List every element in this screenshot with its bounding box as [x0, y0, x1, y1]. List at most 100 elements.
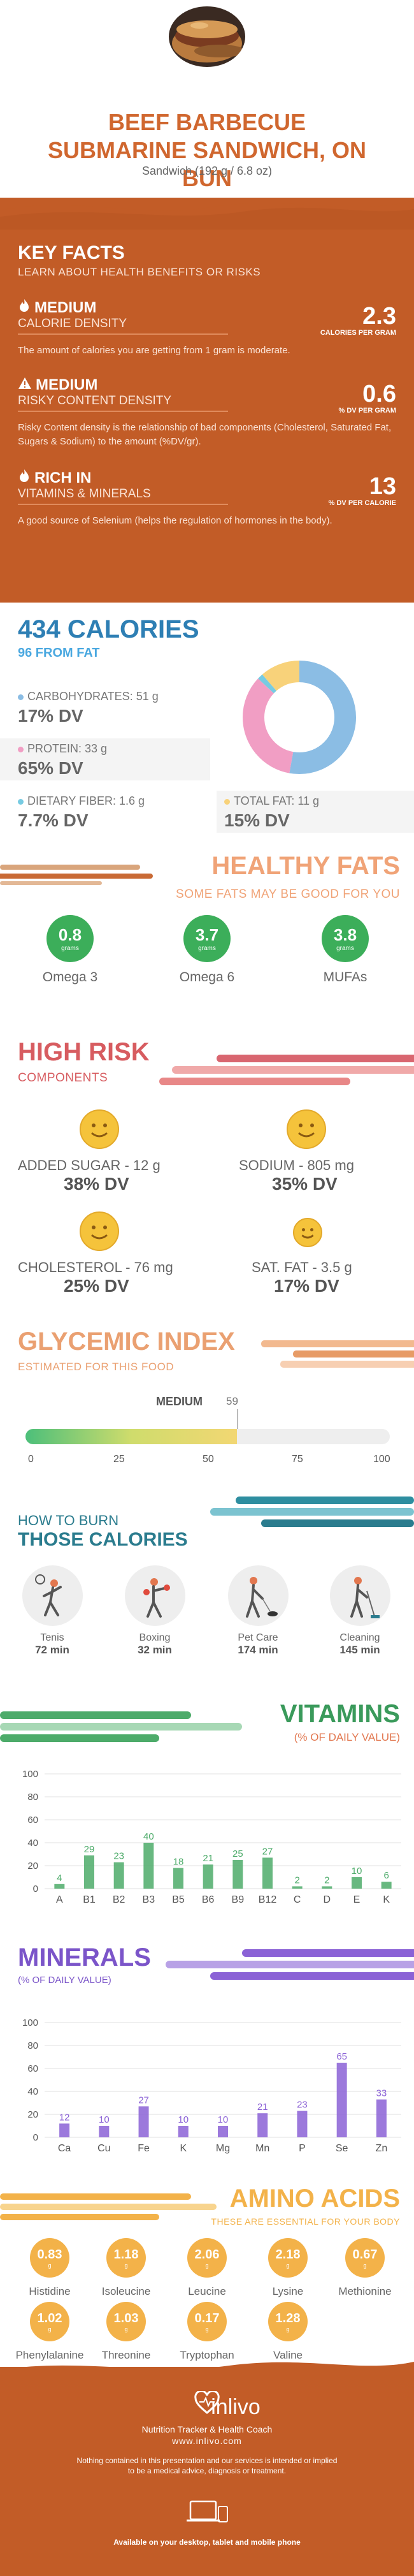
bar-value-label: 4 [57, 1873, 62, 1884]
bar-value-label: 29 [84, 1844, 95, 1855]
y-tick-label: 100 [22, 1769, 38, 1780]
bar-E [352, 1877, 362, 1889]
key-fact-risky-density: MEDIUM RISKY CONTENT DENSITY 0.6 % DV PE… [18, 376, 396, 447]
bar-value-label: 2 [294, 1875, 299, 1885]
smiley-icon [80, 1109, 119, 1149]
x-tick-label: B12 [259, 1894, 277, 1905]
glycemic-marker [237, 1409, 238, 1435]
boxing-icon [124, 1565, 185, 1626]
amino-valine: 1.28 g Valine [253, 2302, 323, 2362]
healthy-fats-title: HEALTHY FATS [211, 852, 400, 880]
glycemic-title: GLYCEMIC INDEX [18, 1328, 235, 1356]
glycemic-tick: 100 [373, 1454, 390, 1465]
bar-B6 [203, 1864, 213, 1889]
vitamins-density-value: 13 [369, 473, 396, 500]
bar-B1 [84, 1855, 94, 1889]
amino-methionine: 0.67 g Methionine [330, 2238, 400, 2298]
y-tick-label: 20 [27, 1861, 38, 1871]
risk-cholesterol: CHOLESTEROL - 76 mg 25% DV [18, 1259, 173, 1296]
key-fact-vitamins-minerals: RICH IN VITAMINS & MINERALS 13 % DV PER … [18, 469, 396, 526]
smiley-icon [287, 1109, 326, 1149]
x-tick-label: B3 [143, 1894, 155, 1905]
brand-url[interactable]: www.inlivo.com [172, 2436, 242, 2446]
disclaimer: Nothing contained in this presentation a… [76, 2456, 338, 2465]
bar-K [178, 2126, 189, 2137]
x-tick-label: B6 [202, 1894, 215, 1905]
bar-B2 [113, 1862, 124, 1889]
burn-boxing: Boxing 32 min [120, 1565, 190, 1657]
bar-value-label: 65 [336, 2051, 347, 2062]
footer: inlivo Nutrition Tracker & Health Coach … [0, 2367, 414, 2576]
risk-added-sugar: ADDED SUGAR - 12 g 38% DV [18, 1157, 161, 1194]
high-risk-subtitle: COMPONENTS [18, 1071, 108, 1085]
bar-value-label: 23 [297, 2100, 308, 2111]
x-tick-label: B9 [232, 1894, 245, 1905]
burn-stripes [210, 1495, 414, 1533]
bar-value-label: 27 [262, 1846, 273, 1857]
warning-icon [18, 376, 32, 394]
risky-density-value: 0.6 [362, 381, 396, 407]
glycemic-scale-bar [25, 1429, 390, 1444]
macro-protein-bg [0, 738, 210, 780]
minerals-bar-chart: 0 20 40 60 80 100 12 Ca 10 Cu 27 Fe 10 K 10 Mg 21 Mn 23 P 65… [22, 2017, 401, 2154]
bar-Ca [59, 2123, 70, 2137]
donut-slice-protein [243, 661, 356, 774]
amino-histidine: 0.83 g Histidine [15, 2238, 85, 2298]
cleaning-icon [329, 1565, 390, 1626]
wave-divider [0, 201, 414, 230]
key-fact-calorie-density: MEDIUM CALORIE DENSITY 2.3 CALORIES PER … [18, 298, 396, 356]
dog-walking-icon [227, 1565, 289, 1626]
x-tick-label: C [294, 1894, 301, 1905]
x-tick-label: E [353, 1894, 360, 1905]
bar-B9 [232, 1860, 243, 1889]
bar-value-label: 12 [59, 2112, 70, 2123]
amino-isoleucine: 1.18 g Isoleucine [91, 2238, 161, 2298]
bar-value-label: 25 [232, 1848, 243, 1859]
calorie-density-value: 2.3 [362, 303, 396, 330]
x-tick-label: Zn [376, 2143, 388, 2154]
burn-title-line1: HOW TO BURN [18, 1512, 119, 1528]
bar-value-label: 27 [138, 2095, 149, 2105]
glycemic-subtitle: ESTIMATED FOR THIS FOOD [18, 1361, 175, 1373]
macro-carbohydrates: CARBOHYDRATES: 51 g 17% DV [18, 690, 159, 726]
y-tick-label: 40 [27, 2086, 38, 2097]
y-tick-label: 60 [27, 1815, 38, 1826]
fat-omega3: 0.8 grams Omega 3 [32, 915, 108, 985]
amino-threonine: 1.03 g Threonine [91, 2302, 161, 2362]
macro-fat-bg [217, 791, 414, 833]
macro-protein: PROTEIN: 33 g 65% DV [18, 742, 108, 778]
risk-sat-fat: SAT. FAT - 3.5 g 17% DV [252, 1259, 352, 1296]
y-tick-label: 80 [27, 1792, 38, 1803]
glycemic-level: MEDIUM [156, 1395, 203, 1408]
amino-subtitle: THESE ARE ESSENTIAL FOR YOUR BODY [211, 2216, 400, 2227]
calories-title: 434 CALORIES [18, 615, 199, 643]
availability-note: Available on your desktop, tablet and mo… [113, 2538, 301, 2547]
glycemic-tick: 50 [203, 1454, 214, 1465]
flame-icon [18, 298, 31, 317]
y-tick-label: 80 [27, 2040, 38, 2051]
macro-fat: TOTAL FAT: 11 g 15% DV [224, 794, 320, 830]
x-tick-label: K [383, 1894, 390, 1905]
minerals-title: MINERALS [18, 1943, 151, 1972]
x-tick-label: K [180, 2143, 187, 2154]
minerals-stripes [166, 1948, 414, 1986]
bar-value-label: 10 [99, 2114, 110, 2125]
bar-A [54, 1884, 65, 1889]
bar-B5 [173, 1868, 183, 1889]
high-risk-title: HIGH RISK [18, 1038, 150, 1066]
bar-value-label: 10 [352, 1866, 362, 1877]
amino-tryptophan: 0.17 g Tryptophan [172, 2302, 242, 2362]
glycemic-tick: 75 [292, 1454, 303, 1465]
amino-phenylalanine: 1.02 g Phenylalanine [15, 2302, 85, 2362]
vitamins-bar-chart: 0 20 40 60 80 100 4 A 29 B1 23 B2 40 B3 18 B5 21 B6 25 B9 27… [22, 1769, 401, 1905]
y-tick-label: 60 [27, 2063, 38, 2074]
risk-sodium: SODIUM - 805 mg 35% DV [239, 1157, 354, 1194]
bar-K [381, 1882, 392, 1889]
y-tick-label: 40 [27, 1838, 38, 1848]
bar-Se [336, 2063, 347, 2137]
heart-logo-icon [0, 2390, 414, 2417]
bar-value-label: 21 [257, 2102, 268, 2112]
bar-value-label: 6 [383, 1870, 389, 1881]
fat-omega6: 3.7 grams Omega 6 [169, 915, 245, 985]
